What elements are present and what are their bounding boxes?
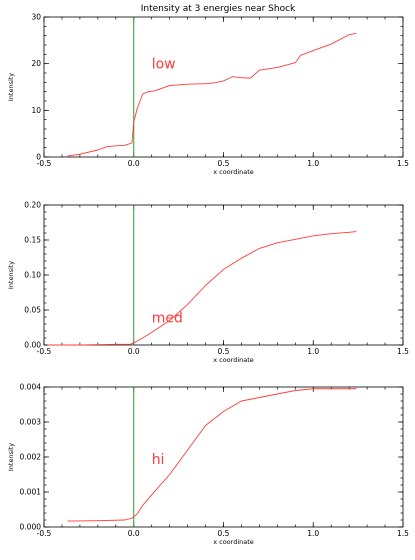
med-xtick-label: 1.0	[307, 347, 319, 356]
hi-x-axis-label: x coordinate	[213, 538, 254, 546]
med-ytick-label: 0.20	[24, 201, 41, 210]
low-ytick-label: 0	[36, 153, 41, 162]
low-xtick-label: 0.5	[218, 159, 230, 168]
low-energy-label: low	[152, 56, 176, 72]
hi-xtick-label: 0.5	[218, 529, 230, 538]
hi-ytick-label: 0.004	[20, 383, 42, 392]
med-xtick-label: 1.5	[397, 347, 409, 356]
med-ytick-label: 0.15	[24, 236, 41, 245]
med-xtick-label: 0.0	[128, 347, 140, 356]
hi-plot-frame	[43, 386, 404, 528]
low-xtick-label: 1.5	[397, 159, 409, 168]
low-xtick-label: 1.0	[307, 159, 319, 168]
hi-energy-label: hi	[152, 452, 165, 468]
med-plot-frame	[43, 204, 404, 346]
med-y-axis-label: Intensity	[7, 261, 15, 289]
hi-intensity-line	[67, 388, 357, 522]
med-energy-label: med	[152, 311, 183, 327]
low-intensity-line	[67, 32, 357, 157]
panel-low: -0.5 0.0 0.5 1.0 1.5 0 10 20 30 x coordinate Inten…	[7, 13, 409, 177]
med-intensity-line	[47, 231, 357, 346]
med-x-axis-label: x coordinate	[213, 356, 254, 364]
low-xtick-label: -0.5	[37, 159, 52, 168]
low-xtick-label: 0.0	[128, 159, 140, 168]
hi-xtick-label: 0.0	[128, 529, 140, 538]
panel-hi: -0.5 0.0 0.5 1.0 1.5 0.000 0.001 0.002 0.003 0.00…	[7, 383, 409, 547]
hi-ytick-label: 0.000	[20, 523, 42, 532]
hi-ytick-label: 0.003	[20, 418, 42, 427]
med-ytick-label: 0.00	[24, 341, 41, 350]
med-xtick-label: -0.5	[37, 347, 52, 356]
hi-ytick-label: 0.001	[20, 488, 42, 497]
hi-ytick-label: 0.002	[20, 453, 42, 462]
low-ytick-label: 10	[31, 106, 41, 115]
med-ytick-label: 0.05	[24, 306, 41, 315]
low-x-axis-label: x coordinate	[213, 168, 254, 176]
med-ytick-label: 0.10	[24, 271, 41, 280]
low-y-axis-label: Intensity	[7, 73, 15, 101]
figure-title: Intensity at 3 energies near Shock	[141, 4, 296, 14]
hi-xtick-label: 1.5	[397, 529, 409, 538]
low-ytick-label: 30	[31, 13, 41, 22]
panel-med: -0.5 0.0 0.5 1.0 1.5 0.00 0.05 0.10 0.15 0.20 x co…	[7, 201, 409, 365]
med-xtick-label: 0.5	[218, 347, 230, 356]
low-plot-frame	[43, 16, 404, 158]
hi-xtick-label: -0.5	[37, 529, 52, 538]
hi-xtick-label: 1.0	[307, 529, 319, 538]
low-ytick-label: 20	[31, 59, 41, 68]
hi-y-axis-label: Intensity	[7, 443, 15, 471]
